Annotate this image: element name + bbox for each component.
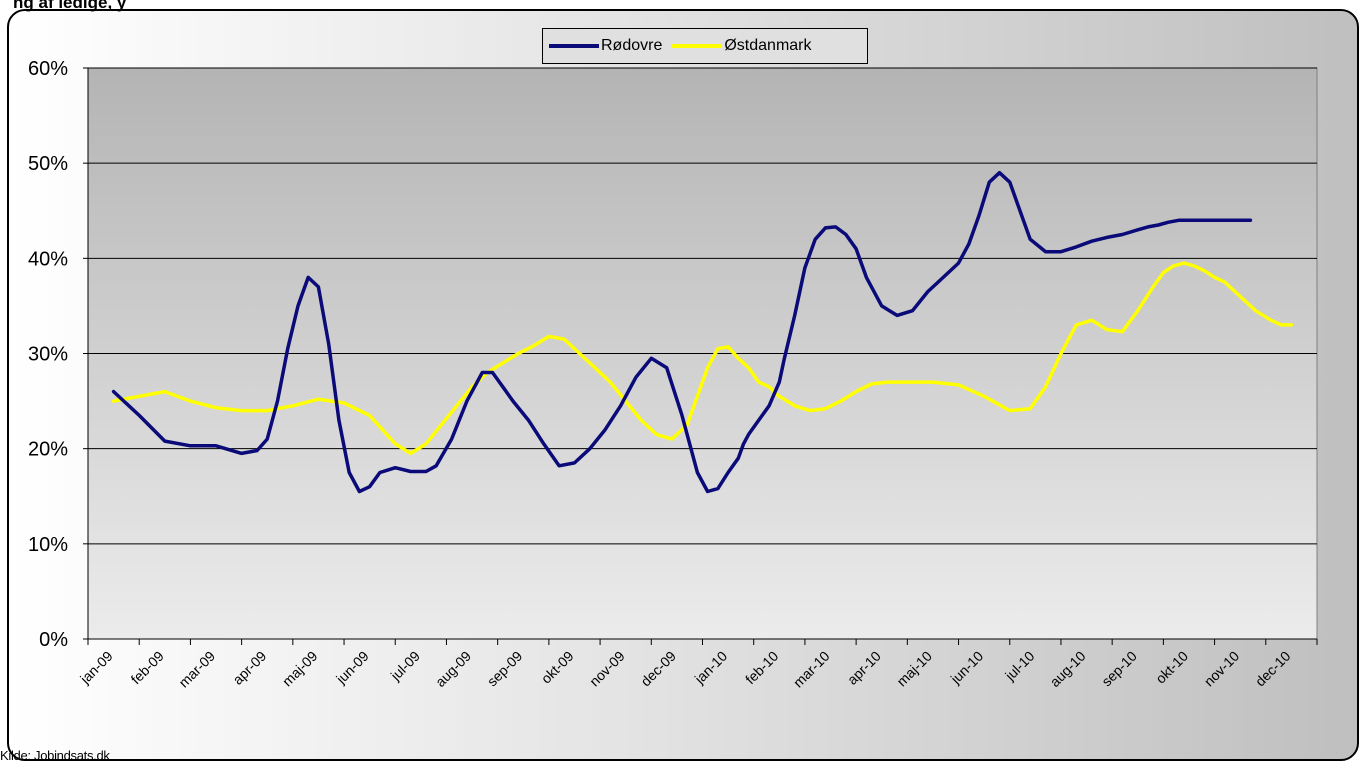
legend-label-ostdanmark: Østdanmark	[724, 37, 812, 54]
x-tick-label: okt-09	[538, 648, 577, 687]
x-tick-label: jun-10	[947, 648, 987, 688]
legend: Rødovre Østdanmark	[542, 28, 868, 64]
y-axis: 0% 10% 20% 30% 40% 50% 60%	[28, 58, 89, 651]
x-tick-label: aug-09	[432, 648, 474, 690]
x-tick-label: jan-09	[76, 648, 116, 688]
x-tick-label: nov-09	[586, 648, 628, 690]
x-tick-label: jul-09	[387, 648, 423, 684]
legend-swatch-ostdanmark	[672, 44, 723, 48]
chart-title-fragment: ng af ledige, y	[13, 0, 127, 12]
gridlines	[88, 67, 1317, 545]
x-tick-label: dec-10	[1252, 648, 1294, 690]
legend-entry-rodovre: Rødovre	[549, 37, 662, 55]
x-tick-label: jun-09	[332, 648, 372, 688]
series-line-ostdanmark	[111, 261, 1294, 456]
x-axis: jan-09 feb-09 mar-09 apr-09 maj-09 jun-09 jul-…	[76, 638, 1318, 691]
y-tick-label: 30%	[28, 344, 68, 366]
x-tick-label: apr-09	[229, 648, 269, 688]
legend-entry-ostdanmark: Østdanmark	[672, 37, 812, 55]
x-tick-label: mar-10	[790, 648, 833, 691]
x-tick-label: nov-10	[1201, 648, 1243, 690]
source-note: Kilde: Jobindsats.dk	[0, 748, 110, 763]
series-lines	[111, 170, 1294, 494]
x-tick-label: apr-10	[844, 648, 884, 688]
x-tick-label: aug-10	[1047, 648, 1089, 690]
y-tick-label: 40%	[28, 248, 68, 270]
x-tick-label: feb-10	[742, 648, 782, 688]
x-tick-label: dec-09	[637, 648, 679, 690]
x-tick-label: feb-09	[128, 648, 168, 688]
legend-swatch-rodovre	[549, 44, 599, 48]
x-tick-label: sep-09	[484, 648, 526, 690]
y-tick-label: 10%	[28, 534, 68, 556]
y-tick-label: 0%	[39, 629, 68, 651]
x-tick-label: sep-10	[1098, 648, 1140, 690]
x-tick-label: okt-10	[1152, 648, 1191, 687]
x-tick-label: jan-10	[691, 648, 731, 688]
legend-label-rodovre: Rødovre	[601, 37, 663, 54]
x-tick-label: maj-09	[279, 648, 321, 690]
y-tick-label: 20%	[28, 439, 68, 461]
y-tick-label: 60%	[28, 58, 68, 80]
series-line-rodovre	[111, 170, 1253, 494]
x-tick-label: mar-09	[175, 648, 218, 691]
y-tick-label: 50%	[28, 153, 68, 175]
x-tick-label: maj-10	[893, 648, 935, 690]
x-tick-label: jul-10	[1001, 648, 1037, 684]
